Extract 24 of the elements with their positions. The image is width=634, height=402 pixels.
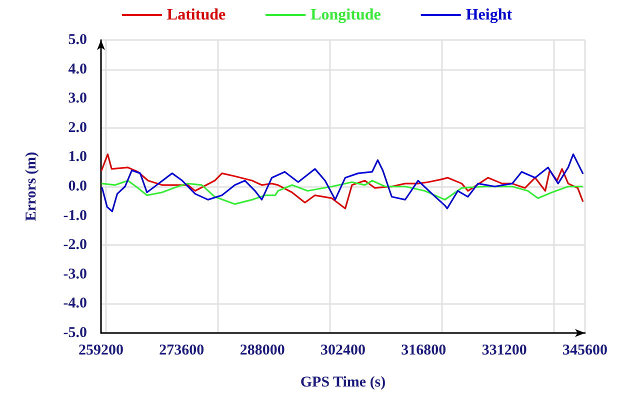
y-tick-label: 5.0 [68,32,87,48]
legend-label: Latitude [166,6,226,24]
y-tick-label: 2.0 [68,120,87,136]
x-tick-label: 345600 [562,342,608,358]
y-axis-title: Errors (m) [24,152,40,222]
y-tick-label: -3.0 [63,266,87,282]
x-tick-label: 316800 [401,342,446,358]
line-series [101,180,583,205]
y-tick-label: -1.0 [63,208,87,224]
y-tick-label: -2.0 [63,237,87,254]
x-tick-label: 259200 [78,342,124,358]
legend-label: Longitude [310,6,381,24]
legend-label: Height [466,6,513,24]
y-tick-label: 4.0 [68,61,87,78]
x-tick-label: 273600 [159,342,204,358]
x-tick-label: 331200 [482,342,527,358]
x-axis-title: GPS Time (s) [300,374,386,390]
y-tick-label: -4.0 [63,296,87,312]
y-tick-label: 0.0 [68,178,87,194]
y-tick-label: 1.0 [68,149,87,166]
x-tick-label: 288000 [240,342,285,358]
x-tick-label: 302400 [320,342,366,358]
y-tick-label: -5.0 [63,325,87,341]
y-tick-label: 3.0 [68,90,87,107]
